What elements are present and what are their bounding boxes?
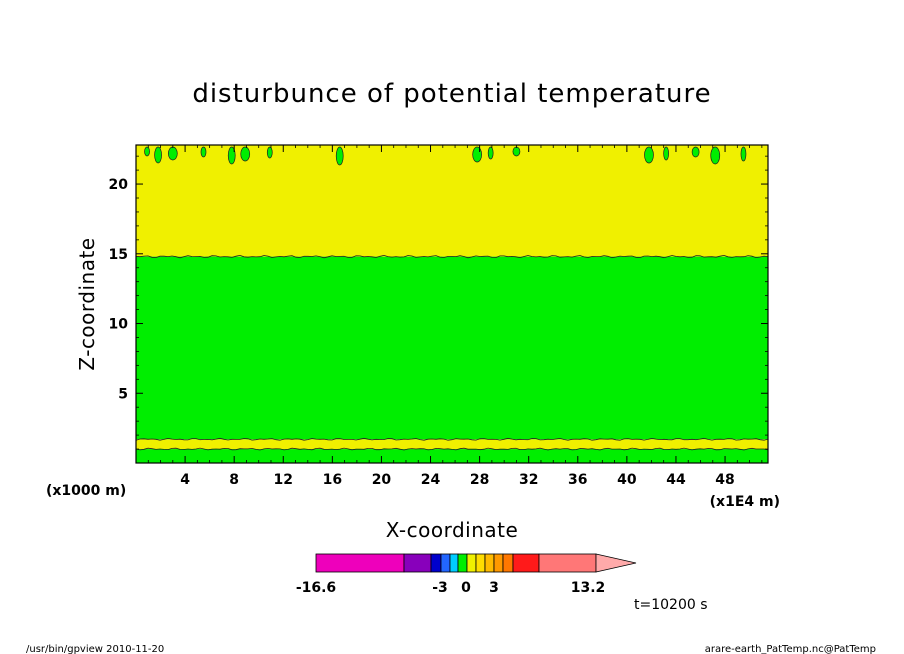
x-tick-label: 16 [323, 472, 342, 488]
colorbar-label-neg3: -3 [432, 580, 448, 596]
plot-area [135, 144, 769, 464]
x-tick-label: 28 [470, 472, 489, 488]
contour-line-2 [135, 447, 769, 451]
colorbar-label-3: 3 [489, 580, 499, 596]
contour-patch-2 [167, 146, 178, 161]
colorbar-segment-1 [403, 553, 432, 573]
colorbar-segment-3 [440, 553, 451, 573]
colorbar [315, 553, 637, 573]
contour-band-2 [136, 256, 768, 440]
contour-patch-10 [512, 146, 521, 157]
contour-patch-5 [240, 146, 251, 162]
contour-band-0 [136, 449, 768, 463]
y-unit-label: (x1000 m) [46, 483, 126, 499]
colorbar-label-0: 0 [461, 580, 471, 596]
x-tick-label: 40 [617, 472, 637, 488]
plot-frame [135, 144, 769, 464]
x-axis-label: X-coordinate [386, 518, 519, 542]
colorbar-segment-2 [430, 553, 442, 573]
y-axis-label: Z-coordinate [75, 237, 99, 370]
contour-patch-13 [691, 146, 700, 158]
colorbar-max-label: 13.2 [571, 580, 606, 596]
x-tick-label: 44 [666, 472, 686, 488]
contour-patch-3 [200, 146, 207, 158]
contour-patch-12 [663, 146, 669, 161]
colorbar-extend-arrow [595, 553, 637, 573]
x-tick-label: 48 [715, 472, 734, 488]
x-tick-label: 36 [568, 472, 587, 488]
chart-title: disturbunce of potential temperature [192, 79, 711, 109]
colorbar-segment-7 [475, 553, 486, 573]
contour-patch-9 [487, 146, 494, 160]
x-tick-label: 24 [421, 472, 441, 488]
x-tick-label: 4 [180, 472, 190, 488]
x-tick-label: 12 [274, 472, 293, 488]
contour-patch-15 [740, 146, 747, 162]
x-axis: 4 8 12 16 20 24 28 32 36 40 44 48 [147, 145, 763, 488]
contour-patch-8 [472, 146, 483, 163]
colorbar-segment-6 [466, 553, 477, 573]
contour-patch-1 [154, 146, 162, 164]
colorbar-segment-8 [484, 553, 495, 573]
y-axis: 5 10 15 20 [109, 155, 768, 450]
contour-band-3 [136, 145, 768, 257]
contour-patch-6 [266, 146, 273, 159]
footer-left: /usr/bin/gpview 2010-11-20 [26, 644, 164, 654]
x-tick-label: 8 [229, 472, 239, 488]
y-tick-label: 20 [109, 177, 129, 193]
x-tick-label: 20 [372, 472, 392, 488]
footer-right: arare-earth_PatTemp.nc@PatTemp [705, 644, 876, 654]
contour-band-1 [136, 439, 768, 450]
colorbar-segment-0 [315, 553, 405, 573]
contour-patch-11 [644, 146, 654, 164]
y-tick-label: 10 [109, 317, 129, 333]
contour-patch-0 [144, 146, 150, 157]
contour-patch-4 [227, 146, 236, 165]
x-tick-label: 32 [519, 472, 538, 488]
colorbar-segment-12 [538, 553, 597, 573]
colorbar-segment-4 [449, 553, 459, 573]
contour-patch-14 [710, 146, 721, 165]
contour-line-1 [135, 437, 769, 441]
colorbar-segment-9 [493, 553, 504, 573]
time-label: t=10200 s [634, 597, 708, 613]
y-tick-label: 5 [118, 386, 128, 402]
colorbar-segment-5 [457, 553, 468, 573]
colorbar-segment-11 [512, 553, 540, 573]
colorbar-min-label: -16.6 [296, 580, 336, 596]
colorbar-segment-10 [502, 553, 514, 573]
contour-patch-7 [335, 146, 344, 166]
contour-line-0 [135, 254, 769, 259]
x-unit-label: (x1E4 m) [710, 494, 780, 510]
y-tick-label: 15 [109, 247, 128, 263]
